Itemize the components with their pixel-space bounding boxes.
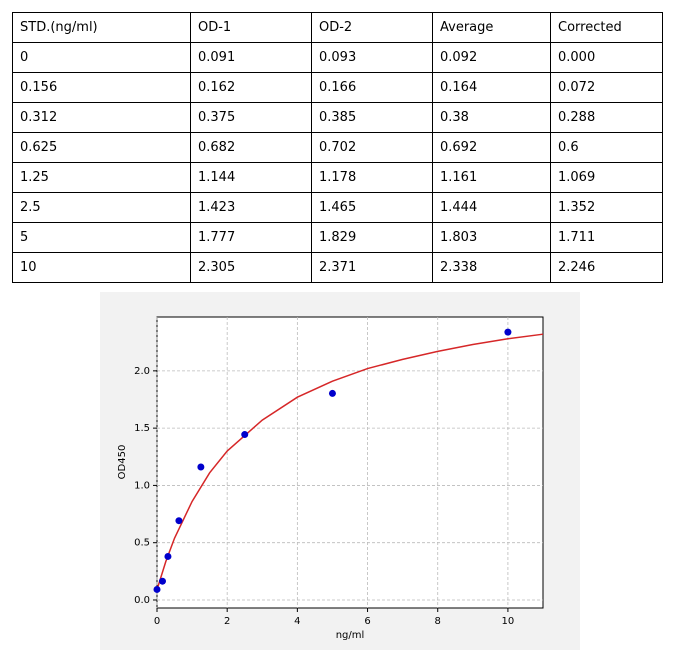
- table-cell: 1.711: [550, 222, 663, 253]
- table-cell: OD-2: [311, 12, 433, 43]
- table-cell: 0: [12, 42, 191, 73]
- y-axis-label: OD450: [117, 445, 128, 480]
- table-cell: 1.144: [190, 162, 312, 193]
- table-cell: 1.25: [12, 162, 191, 193]
- table-row: 0.312 0.375 0.385 0.38 0.288: [12, 102, 663, 133]
- table-row: 0.625 0.682 0.702 0.692 0.6: [12, 132, 663, 163]
- table-cell: Corrected: [550, 12, 663, 43]
- table-cell: 0.312: [12, 102, 191, 133]
- table-cell: 0.091: [190, 42, 312, 73]
- data-point: [197, 463, 205, 471]
- table-cell: 1.069: [550, 162, 663, 193]
- y-tick-label: 1.0: [134, 480, 150, 491]
- y-tick-label: 0.5: [134, 538, 150, 549]
- table-cell: 1.777: [190, 222, 312, 253]
- table-row: 0 0.091 0.093 0.092 0.000: [12, 42, 663, 73]
- data-point: [153, 585, 161, 593]
- table-cell: 10: [12, 252, 191, 283]
- y-tick-label: 1.5: [134, 423, 150, 434]
- x-tick-label: 0: [154, 616, 160, 627]
- table-cell: 0.385: [311, 102, 433, 133]
- table-cell: 1.161: [432, 162, 551, 193]
- table-row: STD.(ng/ml) OD-1 OD-2 Average Corrected: [12, 12, 663, 43]
- table-cell: 1.352: [550, 192, 663, 223]
- table-cell: 0.288: [550, 102, 663, 133]
- table-cell: 1.829: [311, 222, 433, 253]
- table-cell: 2.371: [311, 252, 433, 283]
- table-cell: OD-1: [190, 12, 312, 43]
- data-point: [328, 389, 336, 397]
- data-point: [504, 328, 512, 336]
- table-cell: 2.5: [12, 192, 191, 223]
- table-cell: 0.162: [190, 72, 312, 103]
- x-tick-label: 6: [364, 616, 370, 627]
- data-point: [164, 552, 172, 560]
- table-cell: 1.444: [432, 192, 551, 223]
- table-cell: 0.625: [12, 132, 191, 163]
- table-cell: 0.375: [190, 102, 312, 133]
- plot-area: [156, 316, 544, 609]
- table-cell: 1.465: [311, 192, 433, 223]
- table-cell: 0.164: [432, 72, 551, 103]
- table-cell: 0.6: [550, 132, 663, 163]
- x-tick-label: 2: [224, 616, 230, 627]
- table-cell: 1.803: [432, 222, 551, 253]
- table-cell: 0.000: [550, 42, 663, 73]
- table-cell: 0.156: [12, 72, 191, 103]
- table-cell: 0.682: [190, 132, 312, 163]
- table-cell: Average: [432, 12, 551, 43]
- x-tick-label: 8: [435, 616, 441, 627]
- table-body: STD.(ng/ml) OD-1 OD-2 Average Corrected 0 0.09…: [12, 12, 663, 283]
- table-cell: 0.692: [432, 132, 551, 163]
- data-table: STD.(ng/ml) OD-1 OD-2 Average Corrected 0 0.09…: [12, 12, 663, 283]
- table-cell: 0.38: [432, 102, 551, 133]
- table-row: 2.5 1.423 1.465 1.444 1.352: [12, 192, 663, 223]
- y-tick-label: 2.0: [134, 366, 150, 377]
- x-tick-label: 4: [294, 616, 300, 627]
- table-cell: STD.(ng/ml): [12, 12, 191, 43]
- x-tick-label: 10: [502, 616, 515, 627]
- data-point: [241, 431, 249, 439]
- table-row: 10 2.305 2.371 2.338 2.246: [12, 252, 663, 283]
- table-cell: 2.246: [550, 252, 663, 283]
- table-row: 1.25 1.144 1.178 1.161 1.069: [12, 162, 663, 193]
- fit-curve: [156, 333, 544, 590]
- table-row: 0.156 0.162 0.166 0.164 0.072: [12, 72, 663, 103]
- table-cell: 2.338: [432, 252, 551, 283]
- table-cell: 1.423: [190, 192, 312, 223]
- table-cell: 0.702: [311, 132, 433, 163]
- table-cell: 0.093: [311, 42, 433, 73]
- table-cell: 1.178: [311, 162, 433, 193]
- table-cell: 0.166: [311, 72, 433, 103]
- data-point: [158, 577, 166, 585]
- table-cell: 0.092: [432, 42, 551, 73]
- table-row: 5 1.777 1.829 1.803 1.711: [12, 222, 663, 253]
- y-tick-label: 0.0: [134, 595, 150, 606]
- table-cell: 5: [12, 222, 191, 253]
- chart: ng/ml OD450 0 2 4 6 8 10 0.0 0.5 1.0 1.5 2.0: [100, 292, 580, 650]
- table-cell: 0.072: [550, 72, 663, 103]
- x-axis-label: ng/ml: [336, 630, 365, 641]
- data-point: [175, 517, 183, 525]
- table-cell: 2.305: [190, 252, 312, 283]
